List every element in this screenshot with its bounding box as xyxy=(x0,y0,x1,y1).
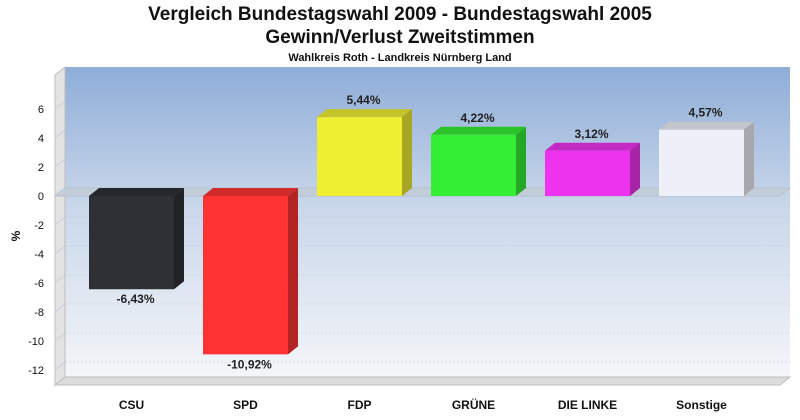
x-tick-label: GRÜNE xyxy=(452,397,495,412)
y-tick-label: 6 xyxy=(38,104,44,116)
gridline-side xyxy=(54,216,66,226)
x-tick-label: Sonstige xyxy=(676,398,727,412)
y-tick-label: -4 xyxy=(34,249,44,261)
bar xyxy=(659,129,744,196)
bar-fdp xyxy=(317,109,412,196)
y-tick-label: -12 xyxy=(28,365,44,377)
gridline-side xyxy=(54,245,66,255)
gridline-side xyxy=(54,274,66,284)
bar-side xyxy=(630,142,640,196)
bars xyxy=(89,109,754,355)
gridline-side xyxy=(54,100,66,110)
y-tick-label: -2 xyxy=(34,220,44,232)
bar-side xyxy=(744,121,754,196)
x-tick-label: DIE LINKE xyxy=(558,398,617,412)
bar-top xyxy=(203,188,298,196)
data-label: 3,12% xyxy=(574,127,608,141)
gridline-side xyxy=(54,332,66,342)
bar xyxy=(89,196,174,290)
bar-spd xyxy=(203,188,298,355)
y-axis-label: % xyxy=(9,230,23,241)
y-tick-label: -10 xyxy=(28,336,44,348)
plot-background xyxy=(65,67,790,377)
bar-side xyxy=(174,188,184,290)
bar-grüne xyxy=(431,126,526,196)
bar-top xyxy=(89,188,184,196)
data-label: -10,92% xyxy=(227,357,272,371)
chart-title-line1: Vergleich Bundestagswahl 2009 - Bundesta… xyxy=(148,4,652,25)
y-tick-label: -8 xyxy=(34,307,44,319)
x-tick-label: CSU xyxy=(119,398,144,412)
plot-floor xyxy=(53,376,792,386)
bar xyxy=(317,117,402,196)
bar-side xyxy=(516,126,526,196)
y-tick-label: 0 xyxy=(38,191,44,203)
bar xyxy=(431,134,516,196)
bar-top xyxy=(317,109,412,118)
bar-csu xyxy=(89,188,184,290)
bar-top xyxy=(545,142,640,151)
bar-die-linke xyxy=(545,142,640,196)
bar xyxy=(545,150,630,196)
chart-subtitle: Wahlkreis Roth - Landkreis Nürnberg Land xyxy=(288,52,512,64)
gridline-side xyxy=(54,158,66,168)
bar-top xyxy=(659,121,754,130)
chart-title-line2: Gewinn/Verlust Zweitstimmen xyxy=(265,27,535,48)
y-tick-label: 4 xyxy=(38,133,44,145)
gridline-side xyxy=(54,361,66,371)
bar-side xyxy=(288,188,298,355)
labels: 6 4 2 0 -2 -4 -6 -8 -10 -12% -6,43% CSU -10,92% SPD 5,… xyxy=(9,93,727,412)
bar-sonstige xyxy=(659,121,754,196)
y-tick-label: 2 xyxy=(38,162,44,174)
y-tick-label: -6 xyxy=(34,278,44,290)
chart-title: Vergleich Bundestagswahl 2009 - Bundesta… xyxy=(0,3,800,49)
bar-top xyxy=(431,126,526,135)
x-tick-label: FDP xyxy=(348,398,372,412)
bar xyxy=(203,196,288,355)
gridline-side xyxy=(54,303,66,313)
x-tick-label: SPD xyxy=(233,398,258,412)
data-label: 5,44% xyxy=(346,93,380,107)
data-label: 4,22% xyxy=(460,111,494,125)
gridline-side xyxy=(54,129,66,139)
data-label: -6,43% xyxy=(116,292,154,306)
data-label: 4,57% xyxy=(688,106,722,120)
bar-side xyxy=(402,109,412,196)
gridline-side xyxy=(54,187,66,197)
